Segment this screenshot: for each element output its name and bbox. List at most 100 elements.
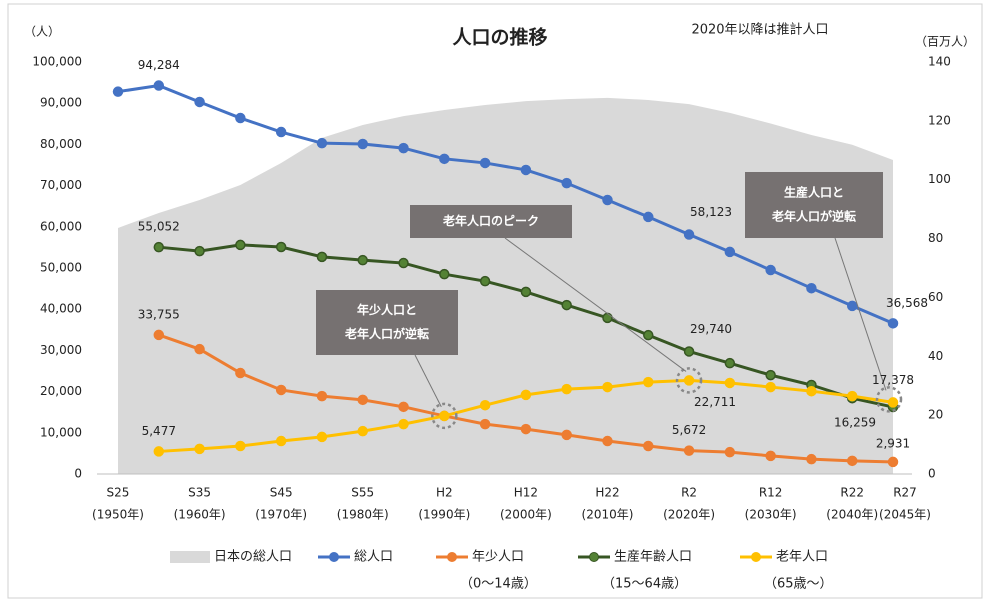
x-tick-year: (2000年) [500,508,552,522]
marker [765,381,776,393]
annotation-text: 老年人口のピーク [443,213,539,228]
marker [846,390,858,402]
x-tick-label: H22 [595,486,619,500]
highlight-circle [675,367,703,394]
marker [602,381,613,393]
data-label: 55,052 [138,220,180,234]
marker [316,251,328,263]
data-label: 94,284 [138,58,180,72]
y-axis-label: （人） [24,25,60,39]
annotation-text: 年少人口と [357,302,417,317]
legend-note: （15〜64歳） [602,577,687,592]
marker [275,126,287,138]
marker [194,245,205,257]
marker [398,401,409,413]
y-tick-label: 80,000 [40,137,82,151]
annotation-leader [414,354,442,408]
x-tick-year: (2040年) [826,508,878,522]
marker [194,443,205,455]
data-label: 2,931 [876,436,910,450]
legend-marker [589,552,599,562]
marker [357,394,368,406]
x-tick-year: (2020年) [663,508,715,522]
y2-tick-label: 80 [928,231,943,245]
y-tick-label: 60,000 [40,219,82,233]
annotation-box [316,290,458,355]
annotation-text: 生産人口と [784,185,844,200]
data-label: 16,259 [834,416,876,430]
x-tick-year: (1960年) [174,508,226,522]
marker [275,384,287,396]
y-tick-label: 20,000 [40,384,82,398]
data-label: 22,711 [694,395,736,409]
marker [439,268,450,280]
marker [724,377,736,389]
marker [683,445,695,456]
marker [520,286,532,298]
marker [194,343,205,355]
legend-label: 年少人口 [472,550,524,565]
marker [561,383,572,395]
marker [846,300,858,312]
x-tick-label: R12 [759,486,783,500]
legend-label: 日本の総人口 [214,550,292,565]
x-tick-year: (2010年) [582,508,634,522]
annotation: 老年人口のピーク [410,205,572,238]
chart-title: 人口の推移 [452,26,547,49]
data-label: 5,672 [672,423,706,437]
data-label: 58,123 [690,205,732,219]
annotation-leader [834,237,887,391]
marker [520,164,532,176]
y2-tick-label: 40 [928,349,943,363]
marker [765,450,776,462]
annotation-leader [504,237,687,372]
marker [235,112,246,124]
marker [357,254,368,266]
x-tick-year: (2045年) [879,508,931,522]
x-tick-year: (1950年) [92,508,144,522]
marker [846,455,858,467]
annotation-box [745,172,883,238]
y-tick-label: 0 [74,467,82,481]
marker [398,142,409,154]
marker [887,456,899,468]
marker [887,318,899,329]
marker [765,369,776,381]
marker [683,346,695,357]
marker [561,299,572,311]
y-tick-label: 40,000 [40,302,82,316]
marker [275,435,287,447]
x-tick-label: H2 [436,486,453,500]
y2-tick-label: 100 [928,172,951,186]
y-tick-label: 50,000 [40,261,82,275]
x-tick-label: R22 [840,486,864,500]
marker [479,275,491,287]
y2-tick-label: 60 [928,290,943,304]
marker [153,329,165,341]
marker [479,418,491,430]
y-tick-label: 70,000 [40,178,82,192]
y2-axis-label: （百万人） [915,35,975,49]
marker [439,153,450,165]
marker [643,329,654,341]
marker [275,241,287,253]
marker [235,440,246,452]
y-tick-label: 100,000 [32,55,82,69]
x-tick-year: (1990年) [418,508,470,522]
x-tick-label: R2 [681,486,697,500]
legend-note: （0〜14歳） [460,577,537,592]
legend-label: 総人口 [354,550,393,565]
y2-tick-label: 140 [928,55,951,69]
legend-marker [329,552,339,562]
data-label: 33,755 [138,307,180,321]
y2-tick-label: 0 [928,467,936,481]
data-label: 29,740 [690,322,732,336]
y-tick-label: 10,000 [40,425,82,439]
marker [520,423,532,435]
marker [887,397,899,408]
annotation-text: 老年人口が逆転 [772,209,856,224]
x-tick-label: S35 [188,486,211,500]
